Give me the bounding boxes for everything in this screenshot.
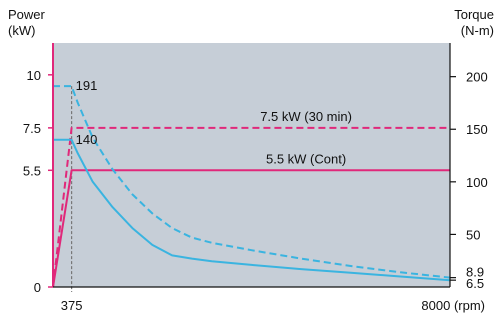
annotation-191: 191: [76, 78, 98, 93]
right-tick-label-6-5: 6.5: [466, 276, 484, 291]
x-tick-label-375: 375: [61, 298, 83, 313]
annotation-140: 140: [76, 132, 98, 147]
plot-area: [53, 43, 450, 287]
x-tick-label-8000-rpm: 8000 (rpm): [421, 298, 485, 313]
right-tick-label-100: 100: [466, 175, 488, 190]
power-solid-line-1: [52, 169, 450, 288]
right-tick-label-50: 50: [466, 227, 480, 242]
right-tick-label-150: 150: [466, 122, 488, 137]
left-tick-label-7-5: 7.5: [23, 121, 41, 136]
ticks: 0 5.5 7.5 10 6.58.9 50 100 150 200 375 8000 (rpm): [23, 68, 488, 313]
torque-solid-line-3: [53, 138, 451, 282]
power-dashed-line-0: [52, 126, 450, 288]
left-tick-label-10: 10: [27, 68, 41, 83]
left-tick-label-5-5: 5.5: [23, 163, 41, 178]
right-tick-label-8-9: 8.9: [466, 265, 484, 280]
left-axis-title-line-1: Power: [8, 7, 46, 22]
series-label-5-5-kw-cont: 5.5 kW (Cont): [266, 151, 346, 166]
right-tick-label-200: 200: [466, 70, 488, 85]
left-axis-title-line-2: (kW): [8, 23, 35, 38]
right-axis-title-line-1: Torque: [454, 7, 494, 22]
left-tick-label-0: 0: [34, 280, 41, 295]
torque-dashed-line-2: [53, 85, 451, 279]
axis-titles: Power (kW) Torque (N-m): [8, 7, 494, 38]
right-axis-title-line-2: (N-m): [461, 23, 494, 38]
axes-frame: [52, 43, 451, 288]
series-layer: 7.5 kW (30 min) 5.5 kW (Cont) 191 140: [52, 78, 451, 292]
series-label-7-5-kw-30-min: 7.5 kW (30 min): [260, 109, 352, 124]
